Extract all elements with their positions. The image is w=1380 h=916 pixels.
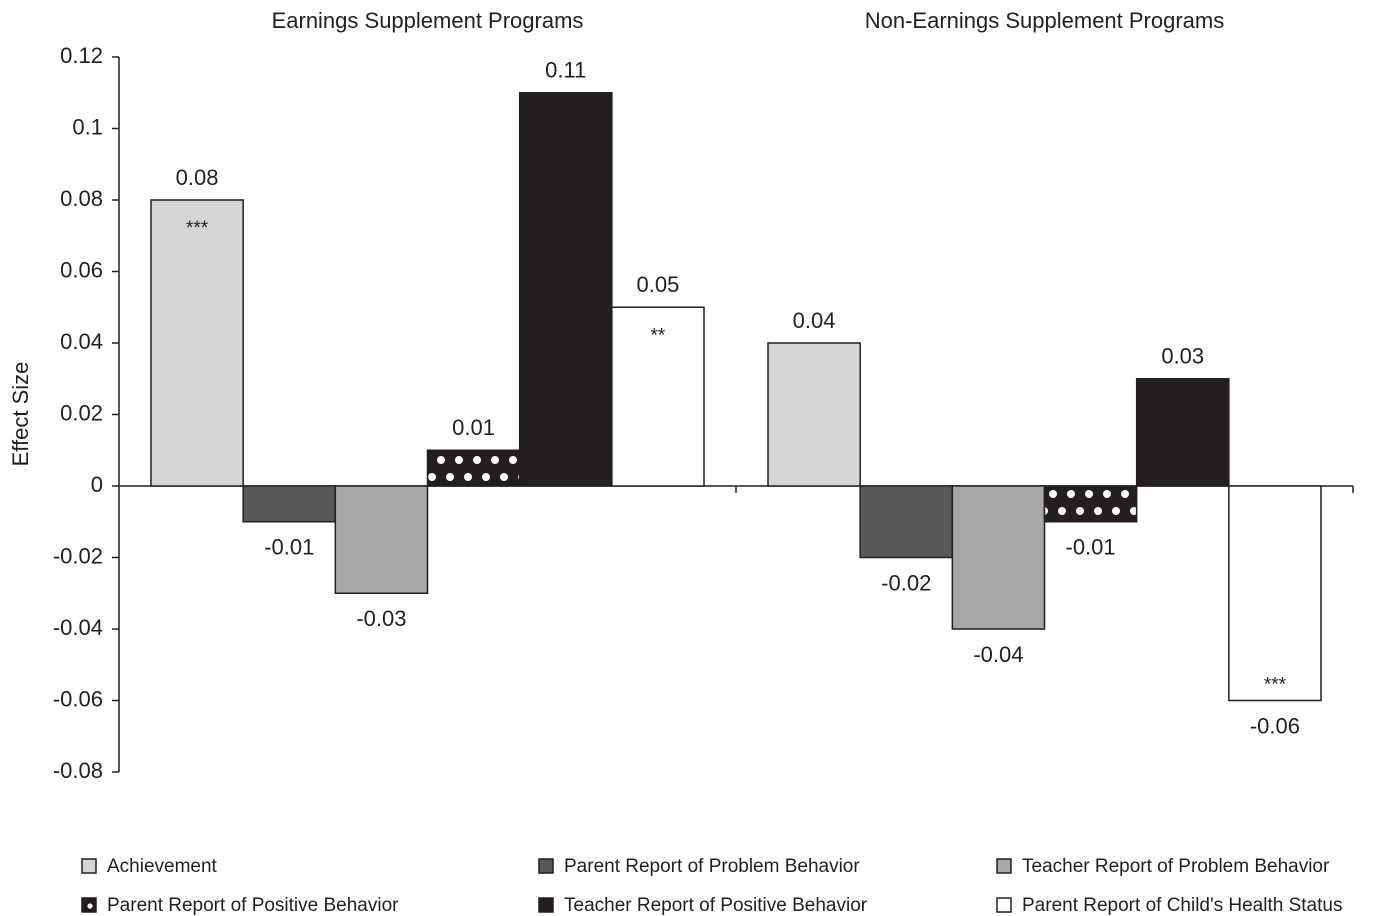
bar [1135,378,1230,487]
legend-label: Achievement [107,856,218,877]
group-title: Earnings Supplement Programs [272,8,584,33]
value-label: 0.01 [452,415,495,440]
y-tick-label: 0.04 [60,329,103,354]
y-tick-label: 0.12 [60,43,103,68]
y-tick-label: -0.06 [53,686,103,711]
significance: *** [1264,675,1287,696]
bar [426,449,521,487]
bar [518,92,613,487]
legend-swatch [996,897,1012,913]
bar [611,306,705,487]
legend-swatch [81,858,97,874]
legend-swatch [81,897,97,913]
legend-swatch [996,858,1012,874]
value-label: 0.11 [545,58,586,83]
y-axis-label: Effect Size [8,362,33,467]
legend-swatch [538,897,554,913]
value-label: -0.01 [1066,535,1116,560]
value-label: 0.04 [793,308,836,333]
bar [334,485,429,594]
bar [1228,485,1322,702]
value-label: -0.01 [264,535,314,560]
bar [951,485,1046,630]
value-label: -0.02 [881,570,931,595]
bar [150,199,244,487]
legend-label: Parent Report of Positive Behavior [107,895,399,916]
legend-label: Parent Report of Child's Health Status [1022,895,1342,916]
value-label: 0.08 [176,165,219,190]
legend-label: Teacher Report of Problem Behavior [1022,856,1330,877]
y-tick-label: -0.02 [53,543,103,568]
y-tick-label: 0.06 [60,257,103,282]
value-label: 0.03 [1161,344,1204,369]
y-tick-label: 0.02 [60,400,103,425]
bar [242,485,337,523]
significance: ** [651,325,666,346]
y-tick-label: -0.08 [53,758,103,783]
group-title: Non-Earnings Supplement Programs [865,8,1225,33]
legend-swatch [538,858,554,874]
y-tick-label: 0.08 [60,186,103,211]
bar [1043,485,1138,523]
bar [767,342,861,487]
bar [859,485,954,559]
value-label: 0.05 [637,272,680,297]
value-label: -0.06 [1250,713,1300,738]
value-label: -0.04 [973,642,1023,667]
significance: *** [186,218,209,239]
y-tick-label: -0.04 [53,615,103,640]
y-tick-label: 0.1 [72,114,103,139]
y-tick-label: 0 [91,472,103,497]
legend-label: Parent Report of Problem Behavior [564,856,860,877]
legend-label: Teacher Report of Positive Behavior [564,895,868,916]
value-label: -0.03 [356,606,406,631]
